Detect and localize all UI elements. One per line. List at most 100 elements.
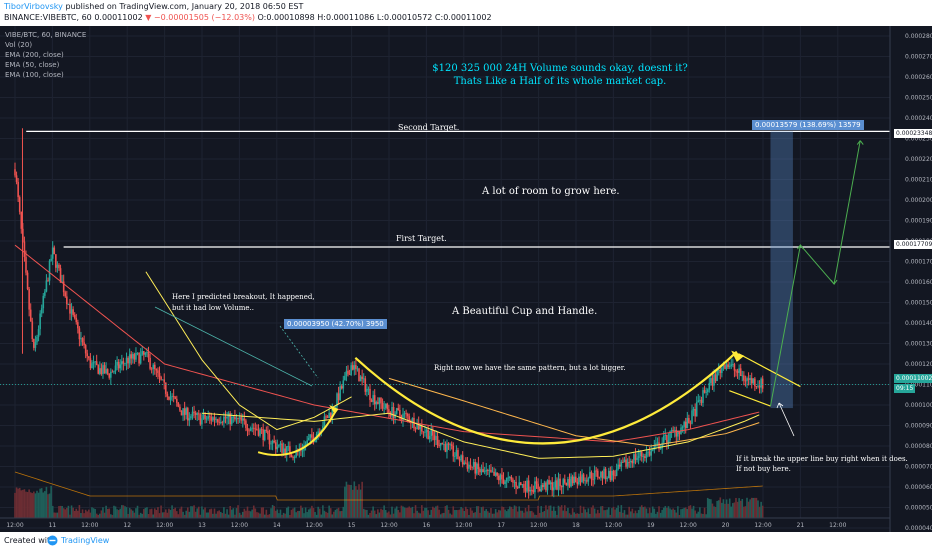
volume-bar xyxy=(329,508,332,518)
volume-bar xyxy=(626,514,629,518)
up-candle xyxy=(301,450,304,452)
volume-bar xyxy=(311,505,313,518)
down-candle xyxy=(248,430,250,432)
volume-bar xyxy=(166,512,169,518)
volume-bar xyxy=(410,507,412,518)
legend-volume[interactable]: Vol (20) xyxy=(5,41,33,49)
time-tick-label: 17 xyxy=(497,522,505,529)
time-tick-label: 12:00 xyxy=(6,522,23,529)
volume-bar xyxy=(216,511,219,518)
down-candle xyxy=(438,445,440,446)
volume-bar xyxy=(512,508,514,518)
up-candle xyxy=(353,365,356,370)
volume-bar xyxy=(161,512,164,518)
volume-bar xyxy=(736,501,739,518)
legend-ema100[interactable]: EMA (100, close) xyxy=(5,71,64,79)
volume-bar xyxy=(160,505,162,518)
candles xyxy=(14,128,764,499)
up-candle xyxy=(439,443,442,446)
down-candle xyxy=(614,475,616,477)
down-candle xyxy=(631,460,634,464)
volume-bar xyxy=(303,513,305,518)
down-candle xyxy=(69,303,71,314)
up-candle xyxy=(695,402,698,417)
volume-bar xyxy=(509,506,511,518)
up-candle xyxy=(50,258,52,261)
down-candle xyxy=(358,368,360,382)
price-chart[interactable]: 0.00028000 0.00027000 0.00026000 0.00025000… xyxy=(0,26,932,532)
down-candle xyxy=(609,470,612,480)
volume-bar xyxy=(339,511,341,518)
down-candle xyxy=(111,371,114,373)
volume-bar xyxy=(667,506,670,518)
down-candle xyxy=(658,442,660,450)
volume-bar xyxy=(400,505,403,518)
up-candle xyxy=(67,303,70,305)
volume-bar xyxy=(367,514,370,518)
down-candle xyxy=(122,361,125,364)
volume-bar xyxy=(394,508,396,518)
up-candle xyxy=(717,369,720,371)
up-candle xyxy=(752,378,755,384)
down-candle xyxy=(678,430,681,435)
up-candle xyxy=(746,378,748,382)
volume-bar xyxy=(681,508,684,518)
up-candle xyxy=(692,409,695,411)
volume-bar xyxy=(406,507,409,518)
down-candle xyxy=(458,459,461,461)
up-candle xyxy=(128,354,131,364)
volume-bar xyxy=(609,514,612,518)
down-candle xyxy=(210,417,213,421)
volume-bar xyxy=(110,514,112,518)
volume-bar xyxy=(130,509,133,518)
volume-bar xyxy=(194,511,197,518)
volume-bar xyxy=(102,507,104,518)
volume-bar xyxy=(40,488,43,518)
legend-ema50[interactable]: EMA (50, close) xyxy=(5,61,60,69)
price-tick-label: 0.00028000 xyxy=(905,33,932,40)
legend-ema200[interactable]: EMA (200, close) xyxy=(5,51,64,59)
up-candle xyxy=(322,426,324,431)
volume-bar xyxy=(356,489,359,518)
volume-bar xyxy=(433,507,436,518)
up-candle xyxy=(476,463,478,474)
chart-area[interactable]: 0.00028000 0.00027000 0.00026000 0.00025000… xyxy=(0,26,932,532)
up-candle xyxy=(306,440,308,445)
down-candle xyxy=(714,374,717,382)
volume-bar xyxy=(498,509,500,518)
up-candle xyxy=(161,379,164,381)
volume-bar xyxy=(466,509,469,518)
up-candle xyxy=(710,378,712,383)
volume-bar xyxy=(640,505,643,518)
author-link[interactable]: TiborVirbovsky xyxy=(4,2,63,11)
down-candle xyxy=(157,370,159,373)
volume-bar xyxy=(171,505,173,518)
down-candle xyxy=(163,379,166,383)
down-candle xyxy=(490,469,492,473)
down-candle xyxy=(622,461,624,463)
down-candle xyxy=(648,451,651,456)
down-candle xyxy=(501,474,503,480)
volume-bar xyxy=(364,509,367,518)
volume-bar xyxy=(180,506,183,518)
volume-bar xyxy=(435,506,437,518)
volume-bar xyxy=(226,509,228,518)
tradingview-brand[interactable]: TradingView xyxy=(61,536,110,545)
down-candle xyxy=(754,378,756,387)
down-candle xyxy=(154,364,156,370)
down-candle xyxy=(106,369,109,374)
volume-bar xyxy=(245,510,247,518)
volume-bar xyxy=(584,509,587,518)
down-candle xyxy=(628,461,630,463)
down-candle xyxy=(252,427,255,429)
down-candle xyxy=(541,485,544,488)
ema200-line xyxy=(14,244,760,443)
volume-bar xyxy=(323,510,326,518)
volume-bar xyxy=(530,510,533,518)
down-candle xyxy=(175,398,178,403)
down-candle xyxy=(640,451,643,457)
ema-left-line xyxy=(145,271,352,431)
volume-bar xyxy=(507,509,510,518)
volume-bar xyxy=(210,508,213,518)
volume-bar xyxy=(452,506,455,518)
